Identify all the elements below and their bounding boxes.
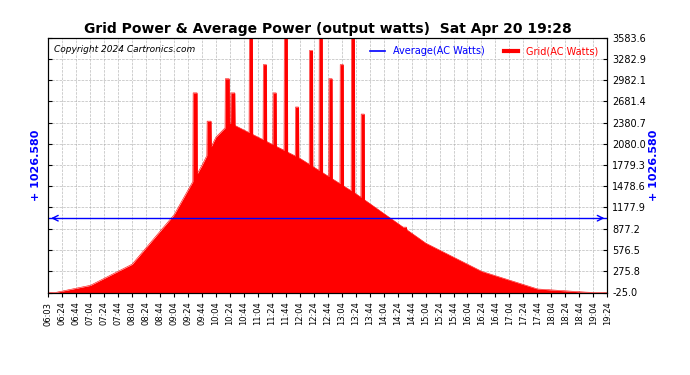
Y-axis label: + 1026.580: + 1026.580	[649, 129, 659, 201]
Legend: Average(AC Watts), Grid(AC Watts): Average(AC Watts), Grid(AC Watts)	[366, 42, 602, 60]
Y-axis label: + 1026.580: + 1026.580	[30, 129, 41, 201]
Text: Copyright 2024 Cartronics.com: Copyright 2024 Cartronics.com	[54, 45, 195, 54]
Title: Grid Power & Average Power (output watts)  Sat Apr 20 19:28: Grid Power & Average Power (output watts…	[84, 22, 571, 36]
